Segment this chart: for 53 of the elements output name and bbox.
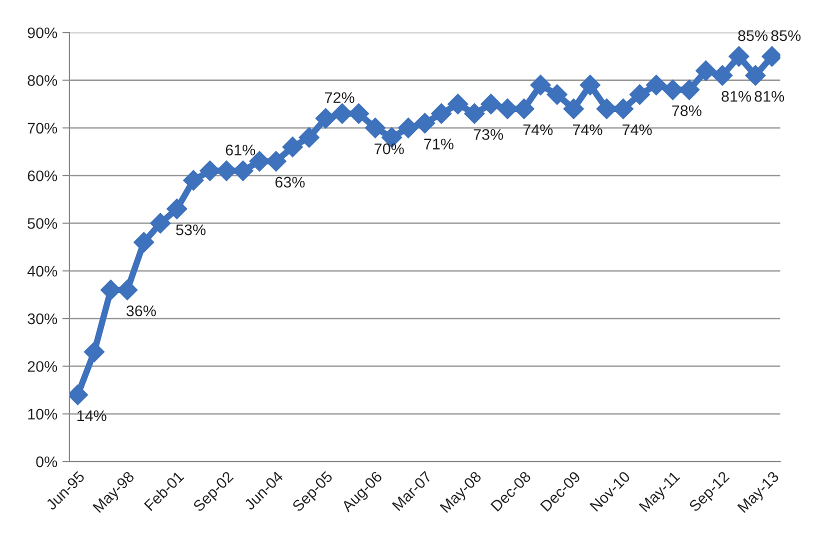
y-tick-label: 20%	[28, 361, 58, 372]
point	[183, 170, 204, 191]
point	[414, 112, 436, 134]
point	[282, 136, 303, 158]
point	[563, 98, 584, 120]
point	[530, 74, 551, 96]
y-tick-label: 70%	[28, 122, 58, 134]
point	[728, 46, 750, 67]
point	[133, 232, 154, 253]
point	[696, 60, 716, 82]
point	[364, 118, 386, 138]
data-label: 70%	[374, 143, 404, 154]
data-label: 74%	[572, 124, 602, 136]
point	[315, 108, 336, 129]
y-tick-label: 30%	[28, 313, 58, 324]
y-tick-label: 60%	[28, 170, 58, 182]
point	[150, 212, 171, 234]
y-tick-label: 0%	[36, 456, 58, 468]
data-label: 78%	[672, 105, 702, 116]
point	[580, 74, 600, 96]
point	[69, 384, 88, 406]
y-tick-label: 40%	[27, 266, 58, 277]
y-tick-label: 50%	[28, 218, 58, 229]
point	[84, 342, 105, 362]
data-label: 74%	[523, 124, 553, 136]
point	[546, 84, 568, 105]
data-label: 74%	[622, 124, 652, 136]
point	[398, 118, 419, 138]
point	[745, 65, 766, 86]
data-label: 61%	[226, 144, 256, 156]
y-tick-label: 90%	[28, 27, 58, 38]
data-label: 14%	[77, 410, 106, 422]
data-label: 85%	[771, 30, 801, 42]
point	[464, 103, 485, 124]
point	[166, 198, 188, 220]
point	[629, 84, 650, 105]
data-label: 85%	[738, 30, 768, 42]
point	[480, 94, 502, 114]
data-label: 53%	[176, 224, 206, 236]
y-tick-label: 10%	[28, 408, 58, 420]
point	[646, 74, 667, 96]
data-label: 81%	[754, 90, 784, 102]
data-label: 72%	[325, 92, 354, 103]
point	[298, 127, 320, 148]
data-label: 73%	[474, 129, 504, 140]
y-tick-label: 80%	[28, 75, 58, 86]
data-label: 81%	[722, 90, 752, 102]
data-label: 36%	[126, 305, 156, 316]
data-label: 63%	[275, 176, 305, 188]
point	[431, 103, 452, 124]
data-label: 71%	[424, 138, 454, 150]
point	[448, 94, 468, 114]
point	[712, 65, 733, 86]
